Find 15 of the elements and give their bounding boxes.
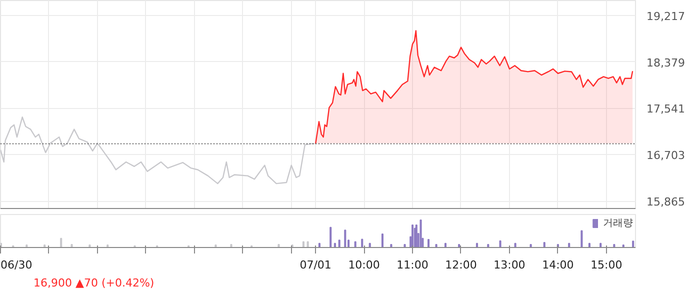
x-tick-label: 10:00	[348, 258, 380, 272]
y-tick-label: 19,217	[646, 10, 685, 23]
x-tick-label: 07/01	[300, 258, 332, 272]
x-tick-label: 12:00	[445, 258, 477, 272]
y-tick-label: 15,865	[646, 196, 685, 209]
x-tick-label: 06/30	[0, 258, 32, 272]
x-tick-label: 13:00	[494, 258, 526, 272]
legend-label: 거래량	[603, 217, 633, 230]
y-tick-label: 18,379	[646, 56, 685, 70]
text: 16,900 ▲70 (+0.42%)	[34, 276, 154, 289]
x-tick-label: 11:00	[396, 258, 428, 272]
y-tick-label: 17,541	[646, 102, 685, 116]
y-tick-label: 16,703	[646, 149, 685, 162]
x-tick-label: 15:00	[590, 258, 622, 272]
x-tick-label: 14:00	[542, 258, 574, 272]
